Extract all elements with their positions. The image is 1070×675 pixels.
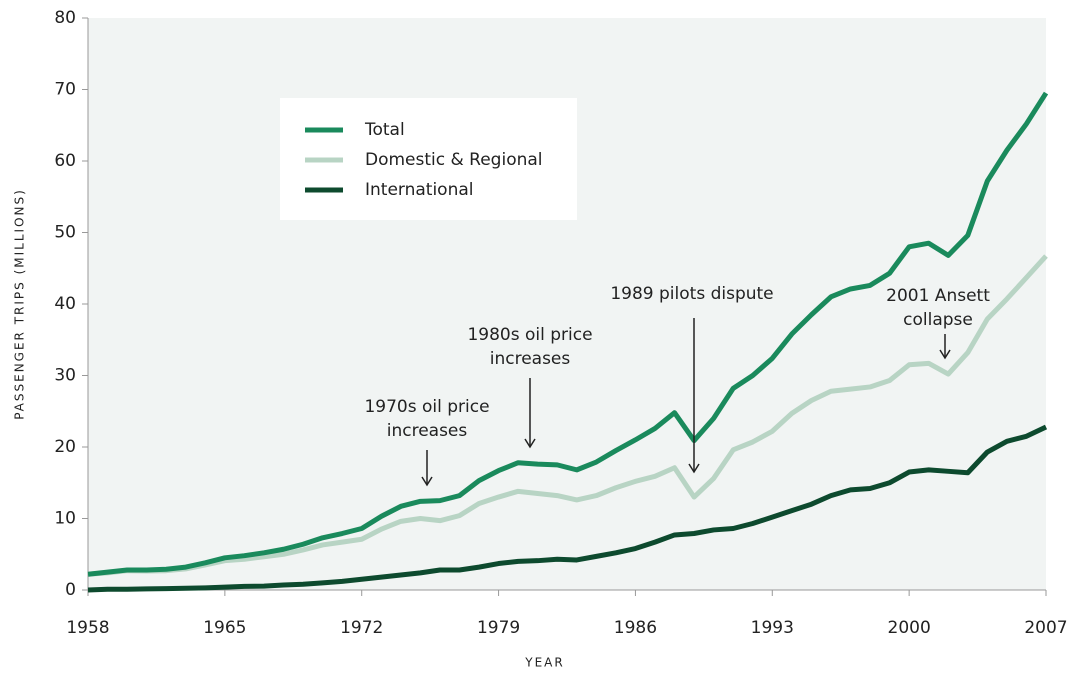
y-tick-label: 60 bbox=[54, 151, 76, 171]
y-tick-label: 50 bbox=[54, 223, 76, 243]
y-tick-label: 40 bbox=[54, 294, 76, 314]
annotation: 1970s oil price bbox=[364, 397, 489, 417]
x-axis-label: YEAR bbox=[524, 656, 564, 670]
y-tick-label: 20 bbox=[54, 437, 76, 457]
x-tick-label: 2000 bbox=[888, 618, 931, 638]
annotation: increases bbox=[490, 349, 571, 369]
annotation: 1989 pilots dispute bbox=[610, 284, 773, 304]
x-tick-label: 1972 bbox=[340, 618, 383, 638]
x-tick-label: 1986 bbox=[614, 618, 657, 638]
legend-label: Domestic & Regional bbox=[365, 150, 543, 170]
x-tick-label: 1958 bbox=[66, 618, 109, 638]
annotation: 2001 Ansett bbox=[886, 286, 990, 306]
y-tick-label: 80 bbox=[54, 8, 76, 28]
annotation-arrowhead bbox=[688, 463, 700, 474]
x-tick-label: 1979 bbox=[477, 618, 520, 638]
annotation-arrowhead bbox=[524, 438, 536, 449]
x-tick-label: 1993 bbox=[751, 618, 794, 638]
legend-label: International bbox=[365, 180, 474, 200]
y-tick-label: 30 bbox=[54, 366, 76, 386]
y-tick-label: 10 bbox=[54, 509, 76, 529]
y-axis-label: PASSENGER TRIPS (MILLIONS) bbox=[13, 188, 27, 420]
legend-label: Total bbox=[364, 120, 405, 140]
x-tick-label: 2007 bbox=[1024, 618, 1067, 638]
y-tick-label: 70 bbox=[54, 80, 76, 100]
series-line bbox=[87, 254, 1048, 577]
series-line bbox=[87, 91, 1049, 577]
series-line bbox=[87, 424, 1048, 593]
x-tick-label: 1965 bbox=[203, 618, 246, 638]
annotation-arrowhead bbox=[939, 349, 951, 360]
y-tick-label: 0 bbox=[65, 580, 76, 600]
annotation: increases bbox=[387, 421, 468, 441]
annotation-arrowhead bbox=[421, 476, 433, 487]
annotation: 1980s oil price bbox=[467, 325, 592, 345]
annotation: collapse bbox=[903, 310, 973, 330]
